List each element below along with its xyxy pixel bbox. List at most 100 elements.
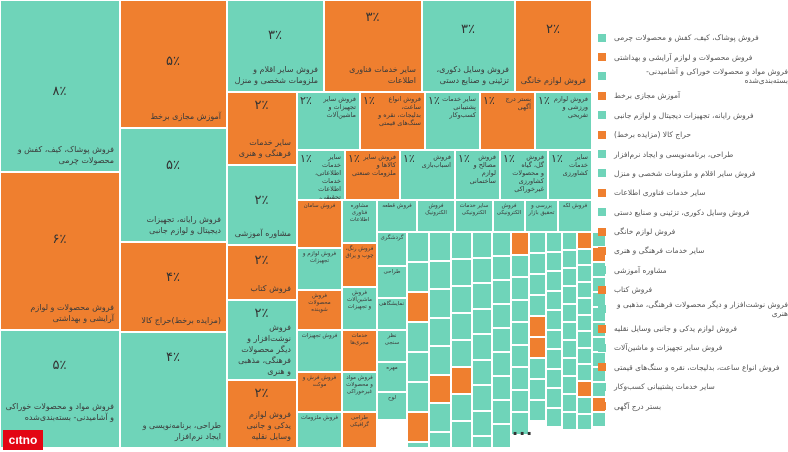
- treemap-cell-tiny[interactable]: [562, 394, 577, 412]
- treemap-cell-tiny[interactable]: [511, 254, 529, 277]
- treemap-cell[interactable]: ۳٪ فروش سایر اقلام و ملزومات شخصی و منزل: [227, 0, 324, 92]
- treemap-cell-tiny[interactable]: [562, 322, 577, 340]
- legend-item[interactable]: سایر خدمات پشتیبانی کسب‌وکار: [598, 377, 788, 396]
- treemap-cell-tiny[interactable]: [492, 352, 511, 376]
- treemap-cell-tiny[interactable]: [529, 295, 546, 316]
- treemap-cell-tiny[interactable]: [492, 304, 511, 328]
- treemap-cell-tiny[interactable]: [562, 376, 577, 394]
- treemap-cell-tiny[interactable]: [492, 400, 511, 424]
- treemap-cell[interactable]: ۱٪ فروش سایر کالاها و ملزومات صنعتی: [345, 150, 400, 200]
- treemap-cell-tiny[interactable]: [546, 388, 562, 408]
- treemap-cell-tiny[interactable]: [451, 259, 472, 286]
- legend-item[interactable]: فروش وسایل دکوری، تزئینی و صنایع دستی: [598, 203, 788, 222]
- treemap-cell[interactable]: ۵٪ فروش رایانه، تجهیزات دیجیتال و لوازم ج…: [120, 128, 227, 242]
- treemap-cell-tiny[interactable]: [492, 376, 511, 400]
- treemap-cell-tiny[interactable]: [546, 232, 562, 252]
- treemap-cell-tiny[interactable]: [529, 358, 546, 379]
- treemap-cell-small[interactable]: فروش الکترونیک: [417, 200, 455, 232]
- treemap-cell[interactable]: ۴٪ طراحی، برنامه‌نویسی و ایجاد نرم‌افزار: [120, 332, 227, 448]
- treemap-cell-tiny[interactable]: [407, 232, 429, 262]
- treemap-cell-tiny[interactable]: [407, 262, 429, 292]
- treemap-cell-tiny[interactable]: [407, 442, 429, 448]
- treemap-cell-small[interactable]: فروش لوازم و تجهیزات: [297, 248, 342, 290]
- treemap-cell-tiny[interactable]: [577, 314, 592, 331]
- treemap-cell-tiny[interactable]: [472, 410, 492, 436]
- treemap-cell-tiny[interactable]: [546, 407, 562, 427]
- treemap-cell-tiny[interactable]: [562, 232, 577, 250]
- treemap-cell-tiny[interactable]: [511, 277, 529, 300]
- treemap-cell-small[interactable]: سایر خدمات الکترونیکی: [455, 200, 493, 232]
- treemap-cell-tiny[interactable]: [562, 412, 577, 430]
- treemap-cell-tiny[interactable]: [546, 368, 562, 388]
- treemap-cell-tiny[interactable]: [492, 424, 511, 448]
- treemap-cell-tiny[interactable]: [407, 412, 429, 442]
- treemap-cell-tiny[interactable]: [429, 232, 451, 261]
- legend-item[interactable]: مشاوره آموزشی: [598, 261, 788, 280]
- treemap-cell-tiny[interactable]: [511, 412, 529, 435]
- treemap-cell-tiny[interactable]: [511, 299, 529, 322]
- treemap-cell-tiny[interactable]: [546, 271, 562, 291]
- treemap-cell-tiny[interactable]: [529, 232, 546, 253]
- treemap-cell-tiny[interactable]: [546, 290, 562, 310]
- treemap-cell-tiny[interactable]: [562, 304, 577, 322]
- legend-item[interactable]: بستر درج آگهی: [598, 396, 788, 415]
- legend-item[interactable]: فروش سایر تجهیزات و ماشین‌آلات: [598, 338, 788, 357]
- treemap-cell-tiny[interactable]: [472, 257, 492, 283]
- treemap-cell-small[interactable]: فروش لکه: [558, 200, 592, 232]
- treemap-cell[interactable]: ۱٪ سایر خدمات کشاورزی: [548, 150, 592, 200]
- treemap-cell-tiny[interactable]: [511, 344, 529, 367]
- treemap-cell-small[interactable]: فروش تجهیزات: [297, 330, 342, 372]
- legend-item[interactable]: فروش کتاب: [598, 280, 788, 299]
- treemap-cell-tiny[interactable]: [451, 232, 472, 259]
- treemap-cell-tiny[interactable]: [577, 380, 592, 397]
- treemap-cell-small[interactable]: نمایشگاهی: [377, 298, 407, 330]
- treemap-cell-tiny[interactable]: [492, 328, 511, 352]
- treemap-cell-tiny[interactable]: [429, 289, 451, 318]
- treemap-cell-tiny[interactable]: [472, 436, 492, 448]
- treemap-cell[interactable]: ۸٪ فروش پوشاک، کیف، کفش و محصولات چرمی: [0, 0, 120, 172]
- treemap-cell-tiny[interactable]: [562, 286, 577, 304]
- treemap-cell-small[interactable]: مشاوره فناوری اطلاعات: [342, 200, 377, 243]
- treemap-cell-tiny[interactable]: [562, 250, 577, 268]
- treemap-cell-tiny[interactable]: [546, 329, 562, 349]
- legend-item[interactable]: فروش نوشت‌افزار و دیگر محصولات فرهنگی، م…: [598, 299, 788, 318]
- treemap-cell-small[interactable]: فروش فرش و موکت: [297, 372, 342, 412]
- treemap-cell-tiny[interactable]: [577, 364, 592, 381]
- treemap-cell-tiny[interactable]: [407, 322, 429, 352]
- treemap-cell[interactable]: ۲٪ فروش سایر تجهیزات و ماشین‌آلات: [297, 92, 360, 150]
- treemap-cell-tiny[interactable]: [511, 322, 529, 345]
- treemap-cell-tiny[interactable]: [472, 283, 492, 309]
- legend-item[interactable]: آموزش مجازی برخط: [598, 86, 788, 105]
- treemap-cell-small[interactable]: فروش قطعه: [377, 200, 417, 232]
- treemap-cell[interactable]: ۲٪ سایر خدمات فرهنگی و هنری: [227, 92, 297, 165]
- treemap-cell-tiny[interactable]: [577, 397, 592, 414]
- treemap-cell-tiny[interactable]: [472, 359, 492, 385]
- treemap-cell-tiny[interactable]: [429, 260, 451, 289]
- treemap-cell-tiny[interactable]: [429, 346, 451, 375]
- legend-item[interactable]: حراج کالا (مزایده برخط): [598, 125, 788, 144]
- treemap-cell-tiny[interactable]: [429, 431, 451, 448]
- treemap-cell[interactable]: ۱٪ فروش اسباب‌بازی: [400, 150, 455, 200]
- treemap-cell-tiny[interactable]: [546, 310, 562, 330]
- treemap-cell-tiny[interactable]: [562, 340, 577, 358]
- treemap-cell-small[interactable]: لوح: [377, 392, 407, 420]
- treemap-cell[interactable]: ۳٪ فروش وسایل دکوری، تزئینی و صنایع دستی: [422, 0, 515, 92]
- treemap-cell[interactable]: ۲٪ فروش کتاب: [227, 245, 297, 300]
- treemap-cell-tiny[interactable]: [529, 400, 546, 421]
- treemap-cell-tiny[interactable]: [511, 367, 529, 390]
- treemap-cell-tiny[interactable]: [577, 347, 592, 364]
- legend-item[interactable]: فروش سایر اقلام و ملزومات شخصی و منزل: [598, 164, 788, 183]
- treemap-cell-tiny[interactable]: [562, 268, 577, 286]
- treemap-cell-tiny[interactable]: [407, 292, 429, 322]
- treemap-cell-tiny[interactable]: [451, 313, 472, 340]
- legend-item[interactable]: طراحی، برنامه‌نویسی و ایجاد نرم‌افزار: [598, 144, 788, 163]
- treemap-cell-tiny[interactable]: [546, 251, 562, 271]
- treemap-cell-tiny[interactable]: [592, 412, 606, 427]
- legend-item[interactable]: فروش رایانه، تجهیزات دیجیتال و لوازم جان…: [598, 106, 788, 125]
- treemap-cell-tiny[interactable]: [577, 331, 592, 348]
- legend-item[interactable]: فروش محصولات و لوازم آرایشی و بهداشتی: [598, 47, 788, 66]
- treemap-cell[interactable]: ۵٪ آموزش مجازی برخط: [120, 0, 227, 128]
- legend-item[interactable]: فروش انواع ساعت، بدلیجات، نقره و سنگ‌های…: [598, 358, 788, 377]
- treemap-cell[interactable]: ۳٪ سایر خدمات فناوری اطلاعات: [324, 0, 422, 92]
- treemap-cell-small[interactable]: فروش ملزومات: [297, 412, 342, 448]
